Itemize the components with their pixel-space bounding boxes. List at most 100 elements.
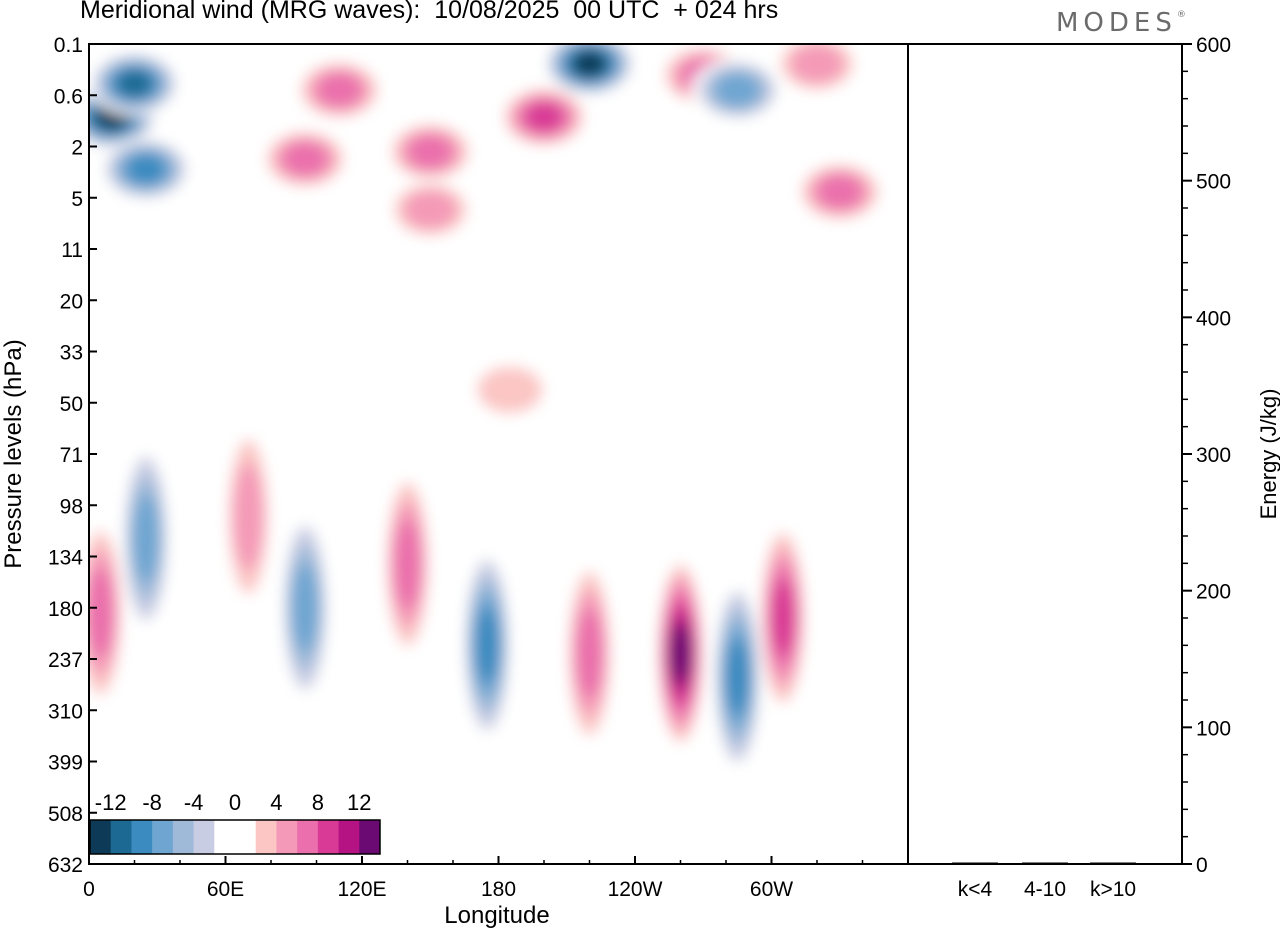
contour-band <box>291 563 319 652</box>
colorbar-label: -12 <box>95 790 127 815</box>
contour-band <box>233 463 264 571</box>
contour-band <box>394 520 421 609</box>
y-tick-label: 33 <box>60 342 83 365</box>
y-tick-label: 310 <box>48 700 83 723</box>
westerly-anomaly-4 <box>259 127 352 191</box>
y-tick-label: 0.6 <box>54 85 83 108</box>
colorbar-swatch <box>297 820 319 854</box>
energy-bar-k<4 <box>952 862 998 864</box>
colorbar-swatch <box>317 820 340 854</box>
contour-band <box>524 102 564 132</box>
x-axis-label: Longitude <box>444 902 549 929</box>
colorbar-swatch <box>235 820 257 854</box>
y-tick-label: 180 <box>48 598 83 621</box>
colorbar-label: 4 <box>270 790 282 815</box>
westerly-anomaly-11 <box>771 44 863 96</box>
colorbar-swatch <box>131 820 153 854</box>
colorbar-label: -4 <box>184 790 204 815</box>
y-tick-label: 399 <box>48 752 83 775</box>
energy-tick-label: 600 <box>1196 34 1231 57</box>
modes-logo: MODES® <box>1056 8 1186 38</box>
westerly-anomaly-21 <box>758 516 807 719</box>
x-tick-label: 60W <box>750 878 793 901</box>
y-tick-label: 134 <box>48 547 83 570</box>
x-tick-label: 120E <box>337 878 386 901</box>
contour-band <box>132 494 160 583</box>
y-tick-label: 5 <box>71 188 83 211</box>
x-tick-label: 60E <box>207 878 244 901</box>
colorbar-swatch <box>172 820 195 854</box>
westerly-anomaly-5 <box>384 119 477 184</box>
contour-band <box>475 607 500 683</box>
energy-tick-label: 200 <box>1196 581 1231 604</box>
westerly-anomaly-22 <box>89 511 125 714</box>
westerly-anomaly-14 <box>224 415 273 618</box>
contour-band <box>725 639 750 715</box>
colorbar-swatch <box>276 820 298 854</box>
energy-bar-k>10 <box>1090 862 1136 864</box>
westerly-anomaly-18 <box>565 552 614 755</box>
energy-category-label: k<4 <box>958 878 993 901</box>
colorbar: -12 -8 -4 0 4 8 12 <box>86 786 384 858</box>
y-tick-label: 632 <box>48 854 83 877</box>
energy-tick-label: 300 <box>1196 444 1231 467</box>
contour-band <box>770 580 795 656</box>
colorbar-label: 0 <box>229 790 241 815</box>
contour-band <box>117 70 152 98</box>
contour-band <box>576 609 603 698</box>
energy-category-label: 4-10 <box>1024 878 1066 901</box>
longitude-axis: 0 60E 120E 180 120W 60W <box>83 856 864 901</box>
easterly-anomaly-10 <box>691 58 784 122</box>
contour-band <box>817 175 862 209</box>
y-tick-label: 2 <box>71 137 83 160</box>
contour-band <box>408 135 453 169</box>
colorbar-swatch <box>90 820 112 854</box>
westerly-anomaly-3 <box>293 58 386 122</box>
x-tick-label: 0 <box>83 878 95 901</box>
energy-ticks: 0 100 200 300 400 500 600 <box>1182 34 1231 877</box>
colorbar-swatch <box>193 820 215 854</box>
colorbar-swatch <box>255 820 277 854</box>
contour-band <box>670 623 691 684</box>
y-tick-label: 50 <box>60 393 83 416</box>
x-tick-label: 120W <box>608 878 663 901</box>
contour-band <box>791 44 843 83</box>
energy-bars: k<4 4-10 k>10 <box>952 862 1136 901</box>
easterly-anomaly-17 <box>463 544 512 747</box>
energy-tick-label: 100 <box>1196 717 1231 740</box>
contour-band <box>573 51 606 77</box>
contour-band <box>715 73 760 107</box>
westerly-anomaly-12 <box>793 159 886 224</box>
x-tick-label: 180 <box>481 878 516 901</box>
energy-bar-4-10 <box>1022 862 1068 864</box>
y-tick-label: 20 <box>60 290 83 313</box>
westerly-anomaly-23 <box>463 357 556 422</box>
y-tick-label: 71 <box>60 444 83 467</box>
y-tick-label: 237 <box>48 649 83 672</box>
westerly-anomaly-6 <box>384 177 477 242</box>
contour-band <box>89 568 114 657</box>
energy-tick-label: 400 <box>1196 307 1231 330</box>
colorbar-label: 8 <box>312 790 324 815</box>
y-axis-label: Pressure levels (hPa) <box>0 339 27 568</box>
y-tick-label: 98 <box>60 495 83 518</box>
contour-band <box>477 366 543 414</box>
energy-tick-label: 0 <box>1196 854 1208 877</box>
pressure-axis: 0.1 0.6 2 5 11 20 33 50 71 98 134 180 237 310 399 508 63… <box>48 34 97 877</box>
y-tick-label: 0.1 <box>54 34 83 57</box>
energy-tick-label: 500 <box>1196 171 1231 194</box>
contour-band <box>404 190 457 229</box>
y-tick-label: 11 <box>61 239 83 262</box>
westerly-anomaly-16 <box>383 463 432 666</box>
energy-category-label: k>10 <box>1090 878 1136 901</box>
colorbar-label: 12 <box>347 790 371 815</box>
easterly-anomaly-20 <box>713 575 762 778</box>
wind-field <box>89 44 908 864</box>
easterly-anomaly-1 <box>99 137 192 202</box>
colorbar-swatch <box>338 820 360 854</box>
colorbar-swatch <box>214 820 236 854</box>
westerly-anomaly-19 <box>656 552 705 755</box>
easterly-anomaly-8 <box>543 44 636 96</box>
contour-band <box>126 154 166 184</box>
